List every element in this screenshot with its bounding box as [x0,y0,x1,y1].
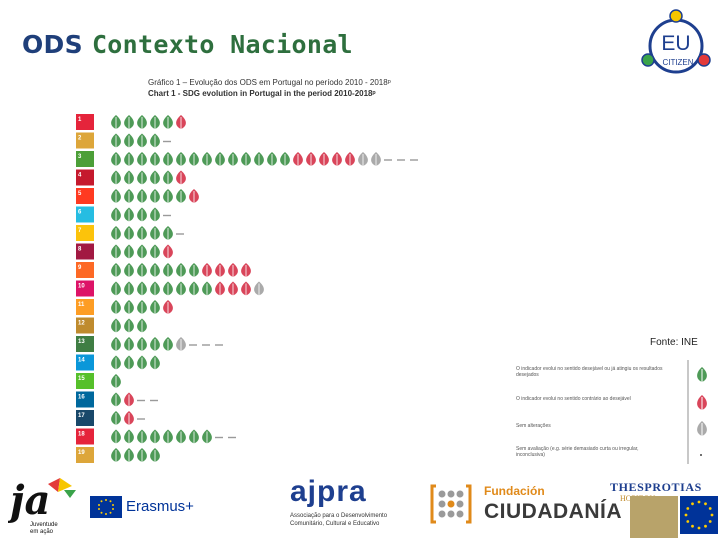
sdg-icon-10 [76,280,94,297]
sdg-icon-13 [76,336,94,352]
sdg-icon-6 [76,206,94,223]
chart-title-block: Gráfico 1 – Evolução dos ODS em Portugal… [148,77,391,99]
map-image [630,496,678,538]
fundacion-line1: Fundación [484,484,545,498]
thesprotias-logo: THESPROTIAS ΗΟΡΙΖΩΝ [608,480,720,538]
ja-sub1: Juventude [30,522,58,528]
thesprotias-name: THESPROTIAS [610,480,702,494]
ajpra-sub2: Comunitário, Cultural e Educativo [290,521,380,527]
sdg-icon-12 [76,317,94,334]
sdg-number-1: 1 [78,117,82,123]
legend-divider [687,360,689,464]
sdg-icon-15 [76,373,94,389]
legend-red-leaf-icon [697,395,707,411]
legend-green-leaf-icon [697,367,707,383]
erasmus-name: Erasmus+ [126,498,194,515]
sdg-icon-8 [76,243,94,260]
sdg-icon-9 [76,262,94,278]
sdg-icon-1 [76,114,94,130]
sdg-number-10: 10 [78,284,85,290]
ajpra-name: ajpra [290,475,367,508]
legend-grey-leaf-icon [697,421,707,437]
citizen-logo-text: CITIZEN [662,58,693,67]
thesprotias-eu-flag-icon [680,496,718,534]
sdg-number-13: 13 [78,339,85,345]
partner-logos: ja Juventude em ação Erasmus+ ajpra Asso… [0,470,720,540]
sdg-icon-4 [76,169,94,186]
sdg-number-14: 14 [78,358,85,364]
chart-subtitle: Chart 1 - SDG evolution in Portugal in t… [148,89,376,98]
sdg-icon-7 [76,225,94,241]
sdg-icon-2 [76,132,94,149]
sdg-icon-11 [76,299,94,315]
source-note: Fonte: INE [650,337,698,348]
chart-legend: O indicador evolui no sentido desejável … [514,360,720,464]
sdg-icon-5 [76,188,94,204]
fundacion-ciudadania-logo: Fundación CIUDADANÍA [430,482,622,532]
sdg-number-4: 4 [78,173,82,179]
legend-label-red: O indicador evolui no sentido contrário … [516,396,631,402]
sdg-icon-19 [76,447,94,463]
ja-logo: ja Juventude em ação [8,477,76,535]
sdg-number-5: 5 [78,191,82,197]
sdg-number-8: 8 [78,247,82,253]
title-ods: ODS [22,30,83,59]
sdg-icon-14 [76,354,94,371]
legend-label-green: O indicador evolui no sentido desejável … [516,366,663,378]
ja-logo-text: ja [8,477,50,524]
sdg-icon-3 [76,151,94,167]
sdg-number-19: 19 [78,450,85,456]
legend-none-mark [700,454,702,456]
sdg-icon-16 [76,391,94,408]
sdg-icon-17 [76,410,94,426]
sdg-number-3: 3 [78,154,82,160]
legend-label-grey: Sem alterações [516,423,551,429]
slide-title: ODS Contexto Nacional [22,30,353,59]
ajpra-logo: ajpra Associação para o Desenvolvimento … [290,476,410,536]
fundacion-grid-icon [430,484,472,524]
sdg-number-6: 6 [78,210,82,216]
sdg-number-11: 11 [78,302,85,308]
eu-flag-icon [90,496,122,518]
erasmus-logo: Erasmus+ [90,496,210,522]
sdg-number-12: 12 [78,321,85,327]
sdg-number-16: 16 [78,395,85,401]
sdg-number-18: 18 [78,432,85,438]
eu-citizen-logo: EU CITIZEN [641,9,711,74]
title-contexto-nacional: Contexto Nacional [91,30,353,59]
sdg-number-9: 9 [78,265,82,271]
eu-logo-text: EU [661,32,690,55]
sdg-icon-18 [76,428,94,445]
ajpra-sub1: Associação para o Desenvolvimento [290,513,388,519]
sdg-number-17: 17 [78,413,85,419]
sdg-number-15: 15 [78,376,85,382]
sdg-number-7: 7 [78,228,82,234]
legend-label-none: Sem avaliação (e.g. série demasiado curt… [516,446,639,458]
ja-sub2: em ação [30,529,54,535]
sdg-number-2: 2 [78,136,82,142]
chart-title: Gráfico 1 – Evolução dos ODS em Portugal… [148,78,391,87]
thesprotias-vertical-text: ΗΟΡΙΖΩΝ [620,494,655,504]
fundacion-line2: CIUDADANÍA [484,500,622,523]
